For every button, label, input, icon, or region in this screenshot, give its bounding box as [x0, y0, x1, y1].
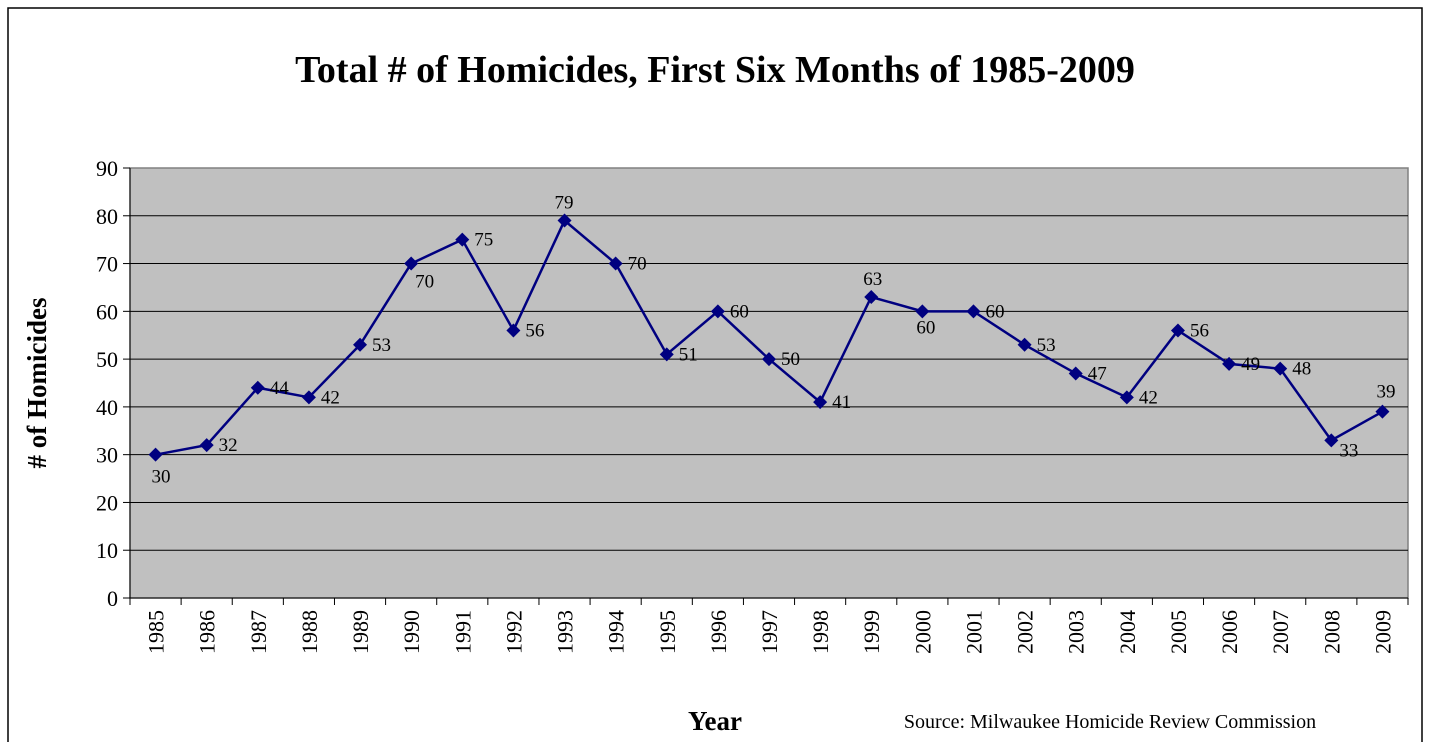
- data-point: [1324, 433, 1339, 448]
- data-label: 60: [985, 301, 1004, 322]
- x-tick-label: 2009: [1370, 610, 1395, 654]
- data-point: [864, 290, 879, 304]
- chart-title: Total # of Homicides, First Six Months o…: [295, 49, 1135, 91]
- x-tick-label: 2005: [1166, 610, 1191, 654]
- data-label: 44: [270, 378, 290, 399]
- data-label: 70: [415, 272, 434, 293]
- x-tick-label: 2004: [1115, 610, 1140, 654]
- data-point: [813, 395, 828, 410]
- x-tick-label: 2001: [961, 610, 986, 654]
- data-point: [710, 304, 725, 319]
- data-label: 32: [219, 435, 238, 456]
- data-label: 50: [781, 349, 800, 370]
- x-tick-label: 1995: [655, 610, 680, 654]
- data-label: 56: [525, 320, 544, 341]
- y-tick-label: 40: [96, 395, 118, 420]
- y-tick-label: 50: [96, 347, 118, 372]
- data-point: [966, 304, 981, 319]
- data-point: [1273, 361, 1288, 376]
- y-tick-label: 90: [96, 156, 118, 181]
- data-label: 79: [555, 193, 574, 214]
- x-tick-label: 1987: [246, 610, 271, 654]
- data-point: [1170, 323, 1185, 338]
- data-label: 30: [152, 467, 171, 488]
- x-tick-label: 1996: [706, 610, 731, 654]
- data-point: [762, 352, 776, 367]
- data-point: [659, 347, 674, 362]
- data-point: [506, 323, 521, 338]
- data-label: 70: [628, 254, 647, 275]
- data-point: [915, 304, 930, 319]
- x-tick-label: 1988: [297, 610, 322, 654]
- data-label: 53: [1037, 335, 1056, 356]
- data-label: 33: [1339, 440, 1358, 461]
- data-point: [1068, 366, 1083, 381]
- data-point: [404, 256, 419, 271]
- y-tick-label: 20: [96, 490, 118, 515]
- plot-area: [129, 167, 1409, 599]
- data-point: [199, 438, 214, 453]
- x-tick-label: 1986: [195, 610, 220, 654]
- data-label: 49: [1241, 354, 1260, 375]
- source-note: Source: Milwaukee Homicide Review Commis…: [904, 711, 1316, 733]
- y-tick-label: 0: [107, 586, 118, 611]
- data-label: 60: [916, 317, 935, 338]
- x-tick-label: 1989: [348, 610, 373, 654]
- y-tick-label: 70: [96, 252, 118, 277]
- data-point: [250, 380, 265, 395]
- x-tick-label: 1990: [399, 610, 424, 654]
- data-label: 48: [1292, 359, 1311, 380]
- data-point: [557, 213, 572, 228]
- data-point: [1375, 404, 1390, 419]
- x-tick-label: 2003: [1064, 610, 1089, 654]
- data-point: [1017, 337, 1032, 352]
- x-tick-label: 1994: [604, 610, 629, 654]
- x-tick-label: 2007: [1268, 610, 1293, 654]
- data-label: 42: [1139, 387, 1158, 408]
- data-label: 53: [372, 335, 391, 356]
- x-axis-label: Year: [688, 706, 742, 736]
- x-tick-label: 1993: [553, 610, 578, 654]
- data-point: [608, 256, 623, 271]
- x-tick-label: 1991: [450, 610, 475, 654]
- data-point: [353, 337, 368, 352]
- data-point: [301, 390, 316, 405]
- y-axis-label: # of Homicides: [22, 298, 52, 469]
- x-tick-label: 2002: [1013, 610, 1038, 654]
- x-tick-label: 1997: [757, 610, 782, 654]
- data-label: 39: [1376, 382, 1395, 403]
- data-point: [455, 232, 470, 247]
- y-tick-label: 10: [96, 538, 118, 563]
- x-tick-label: 2006: [1217, 610, 1242, 654]
- x-tick-label: 1992: [501, 610, 526, 654]
- data-label: 47: [1088, 363, 1107, 384]
- data-label: 63: [863, 269, 882, 290]
- x-tick-label: 2008: [1319, 610, 1344, 654]
- data-label: 56: [1190, 320, 1209, 341]
- y-tick-label: 30: [96, 443, 118, 468]
- y-tick-label: 60: [96, 299, 118, 324]
- data-label: 51: [679, 344, 698, 365]
- data-label: 60: [730, 301, 749, 322]
- x-tick-label: 1998: [808, 610, 833, 654]
- data-label: 75: [474, 230, 493, 251]
- y-tick-label: 80: [96, 204, 118, 229]
- data-label: 42: [321, 387, 340, 408]
- x-tick-label: 2000: [910, 610, 935, 654]
- data-point: [1222, 356, 1237, 371]
- data-point: [148, 447, 163, 462]
- data-label: 41: [832, 392, 851, 413]
- data-point: [1119, 390, 1134, 405]
- x-tick-label: 1985: [144, 610, 169, 654]
- x-tick-label: 1999: [859, 610, 884, 654]
